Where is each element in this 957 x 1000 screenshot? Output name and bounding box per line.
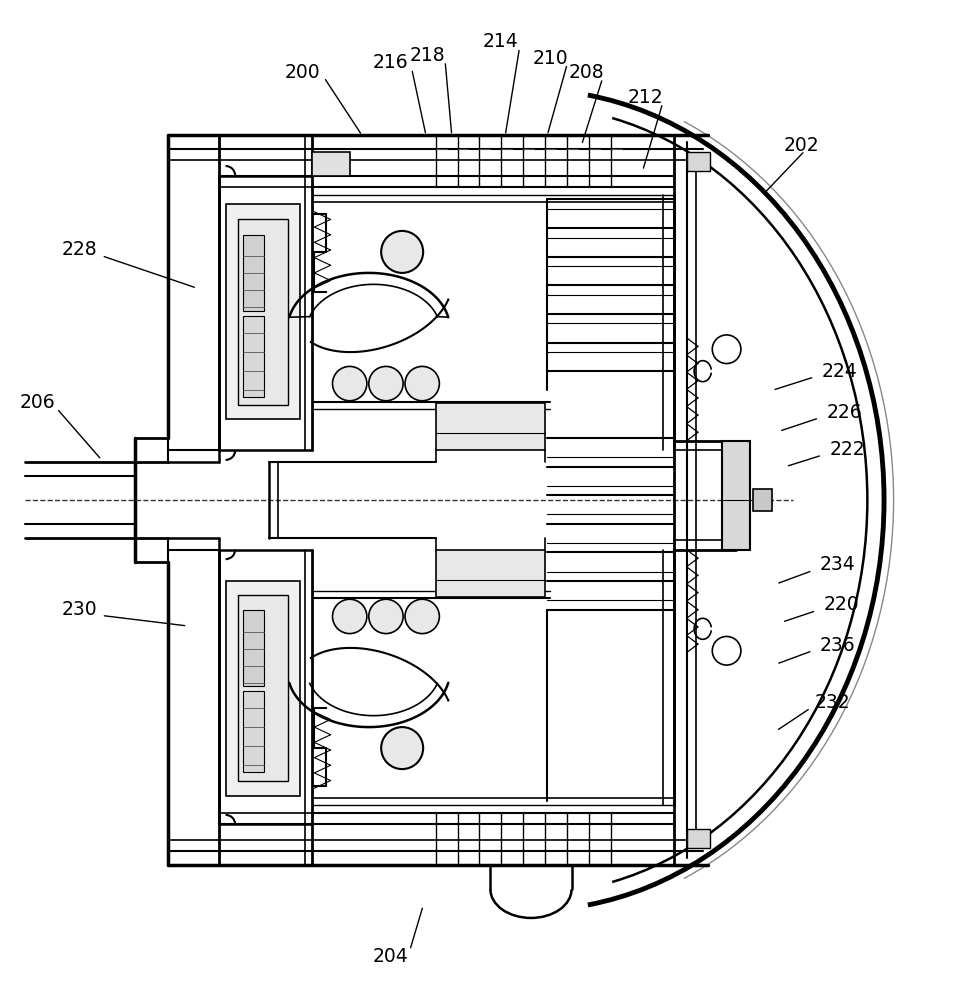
Text: 218: 218 <box>411 46 446 65</box>
Bar <box>243 610 264 686</box>
Bar <box>686 829 710 848</box>
Circle shape <box>405 599 439 634</box>
Bar <box>226 581 300 796</box>
Text: 234: 234 <box>820 555 856 574</box>
Bar <box>243 316 264 397</box>
Bar <box>243 235 264 311</box>
Circle shape <box>368 366 403 401</box>
Circle shape <box>712 636 741 665</box>
Bar <box>238 595 288 781</box>
Circle shape <box>332 366 367 401</box>
Circle shape <box>332 599 367 634</box>
Circle shape <box>381 231 423 273</box>
Bar <box>435 550 545 597</box>
Bar <box>243 691 264 772</box>
Text: 210: 210 <box>532 49 568 68</box>
Text: 214: 214 <box>482 32 519 51</box>
Text: 200: 200 <box>284 63 320 82</box>
Text: 204: 204 <box>373 947 409 966</box>
Text: 212: 212 <box>628 88 663 107</box>
Text: 220: 220 <box>824 595 859 614</box>
Bar <box>312 152 349 176</box>
Text: 228: 228 <box>62 240 98 259</box>
Circle shape <box>712 335 741 364</box>
Circle shape <box>405 366 439 401</box>
Text: 230: 230 <box>62 600 98 619</box>
Text: 208: 208 <box>568 63 604 82</box>
Bar <box>722 441 750 550</box>
Text: 206: 206 <box>20 393 56 412</box>
Bar <box>238 219 288 405</box>
Text: 222: 222 <box>830 440 865 459</box>
Text: 216: 216 <box>373 53 409 72</box>
Text: 202: 202 <box>784 136 819 155</box>
Bar <box>686 152 710 171</box>
Bar <box>753 489 772 511</box>
Bar <box>226 204 300 419</box>
Circle shape <box>368 599 403 634</box>
Text: 224: 224 <box>822 362 857 381</box>
Text: 232: 232 <box>814 693 850 712</box>
Text: 226: 226 <box>827 403 862 422</box>
Text: 236: 236 <box>820 636 856 655</box>
Bar <box>435 403 545 450</box>
Circle shape <box>381 727 423 769</box>
